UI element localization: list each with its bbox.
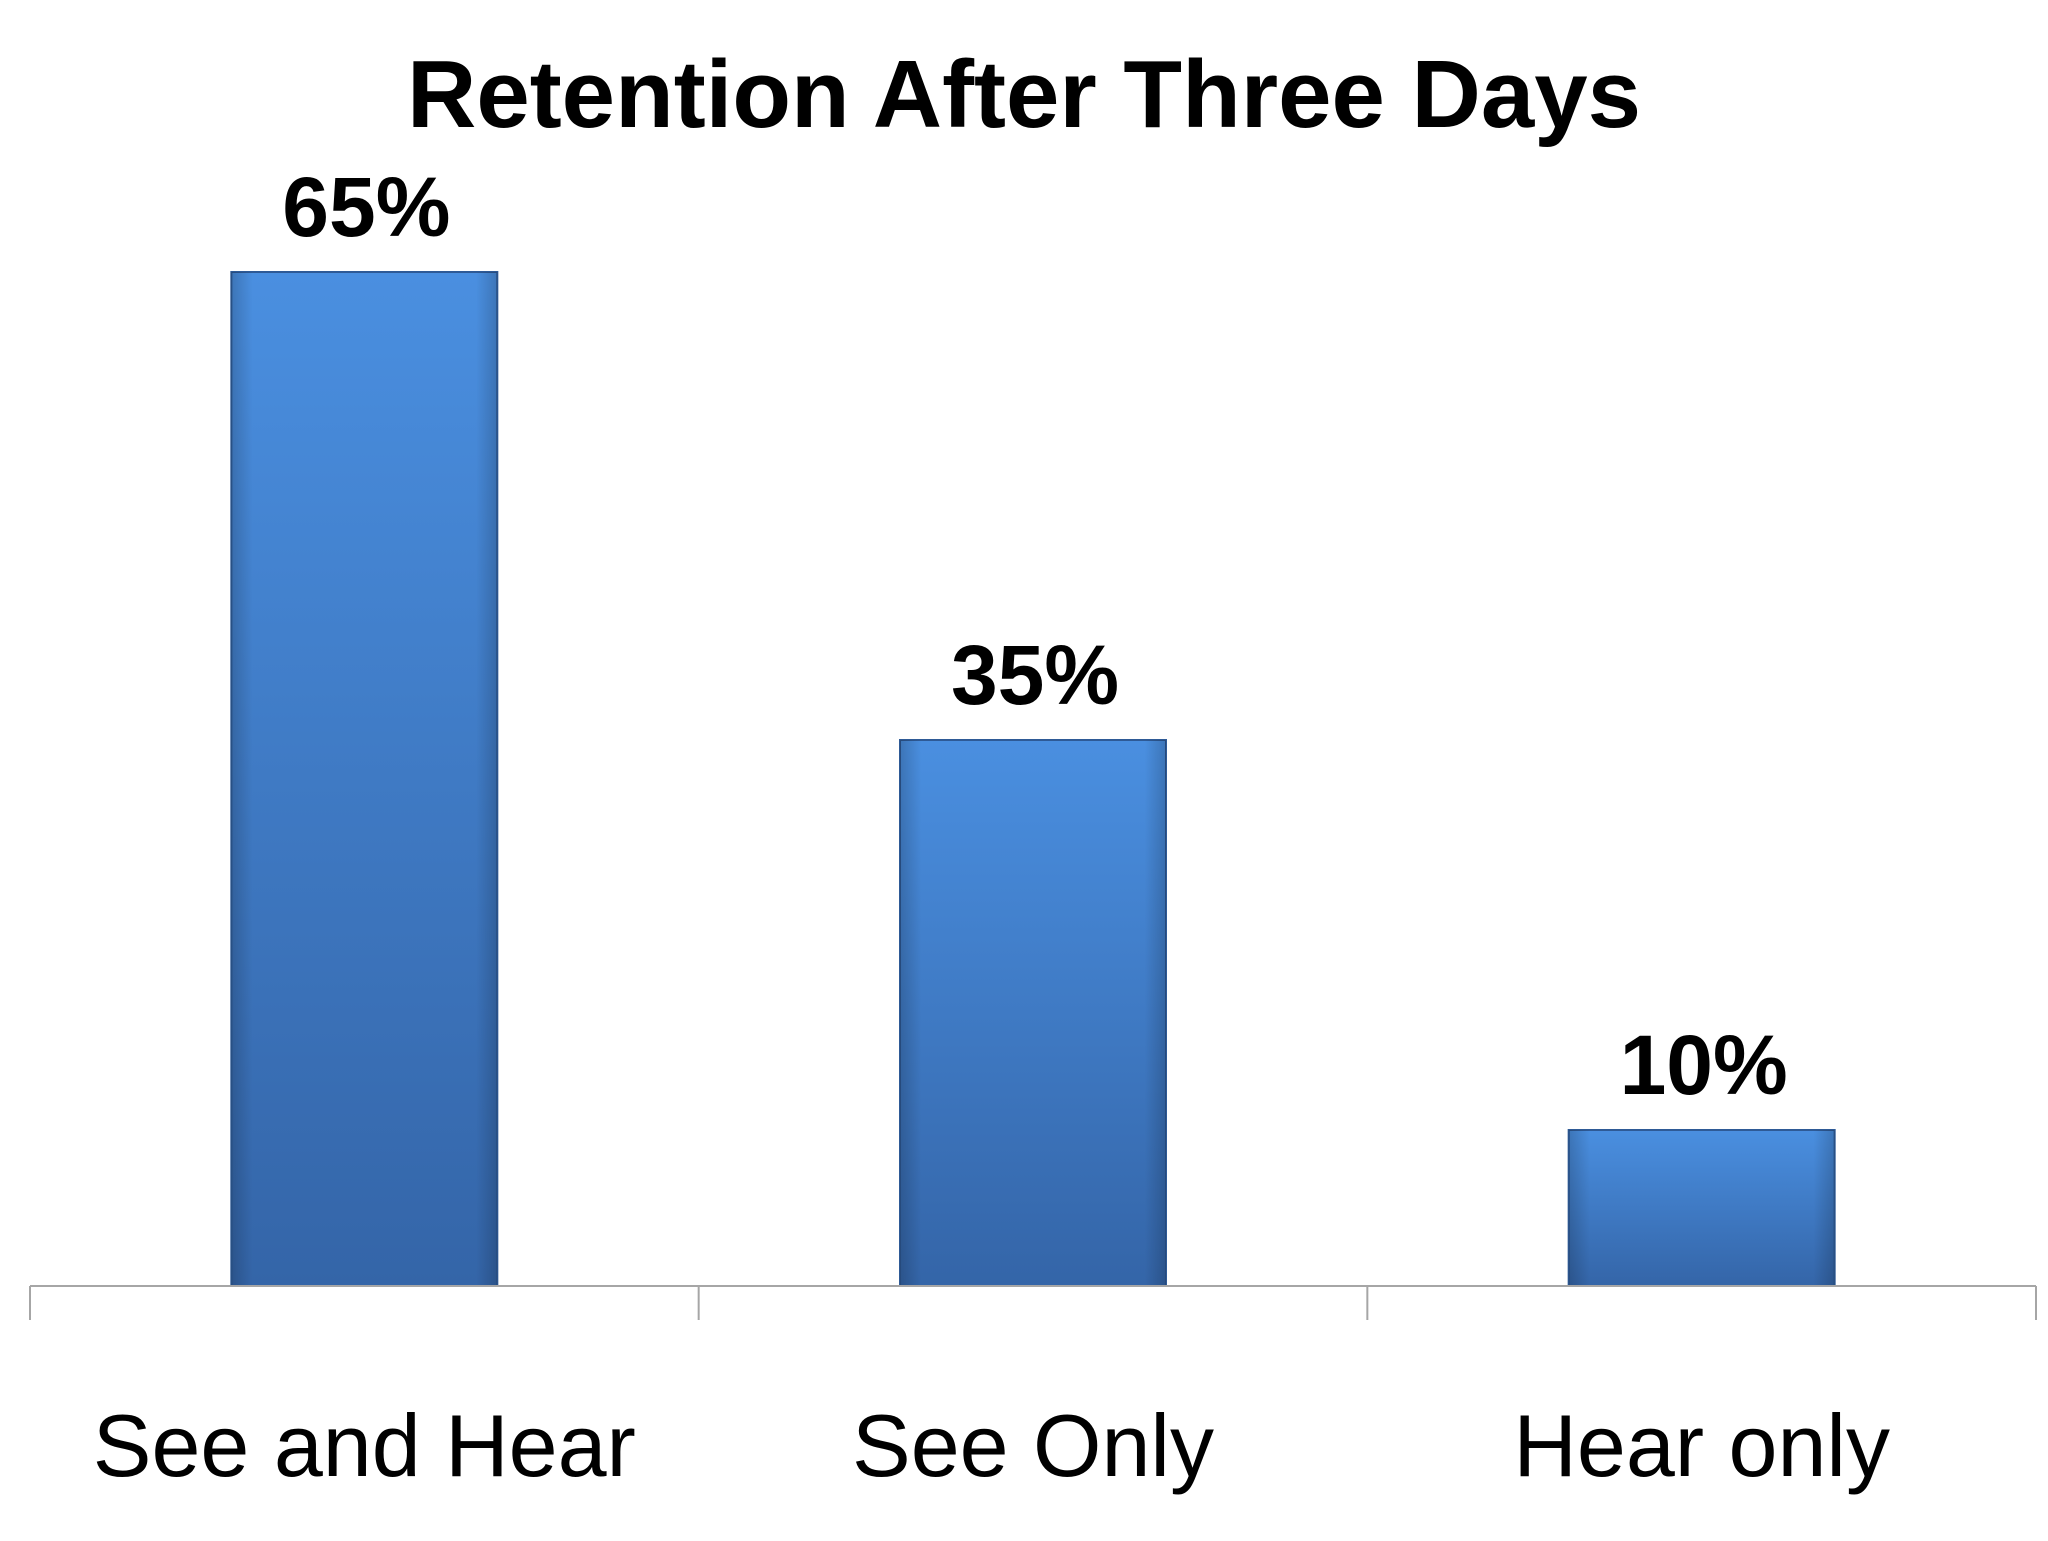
category-label-see-only: See Only — [852, 1396, 1214, 1495]
data-label-see-only: 35% — [951, 628, 1119, 722]
bar-shade-see-only — [900, 740, 1166, 1286]
bars-layer — [230, 271, 1836, 1287]
x-axis — [29, 1285, 2037, 1320]
category-label-see-and-hear: See and Hear — [93, 1396, 636, 1495]
chart-title: Retention After Three Days — [407, 41, 1641, 148]
data-label-see-and-hear: 65% — [282, 160, 450, 254]
category-labels: See and Hear See Only Hear only — [93, 1396, 1890, 1495]
bar-shade-see-and-hear — [231, 272, 498, 1286]
category-label-hear-only: Hear only — [1513, 1396, 1890, 1495]
data-labels: 65% 35% 10% — [282, 160, 1787, 1112]
bar-shade-hear-only — [1568, 1130, 1835, 1286]
data-label-hear-only: 10% — [1620, 1018, 1788, 1112]
